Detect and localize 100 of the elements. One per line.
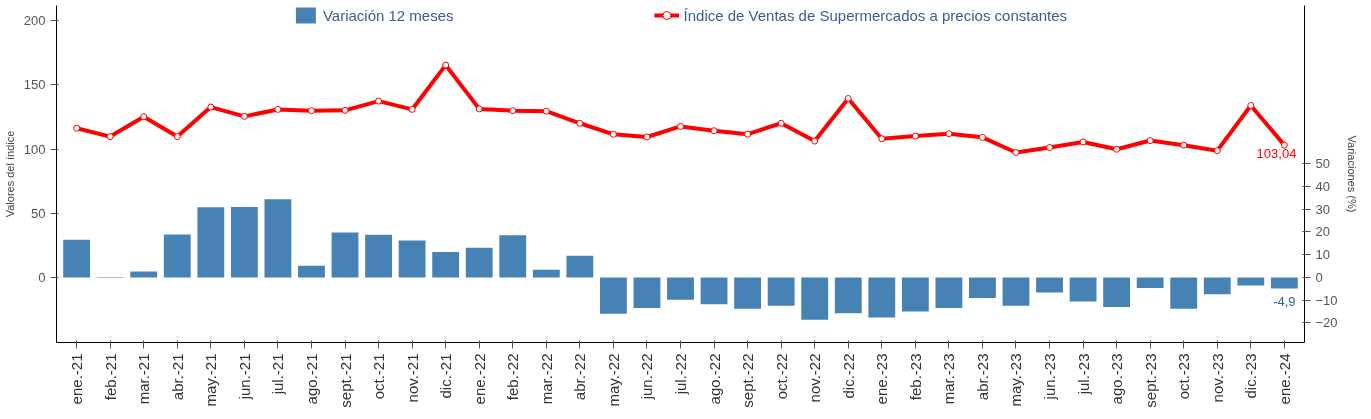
y2-tick-label: 50 <box>1315 156 1330 172</box>
x-tick-label: feb.-23 <box>906 353 924 401</box>
x-tick-label: oct.-23 <box>1175 353 1193 400</box>
x-tick-label: jul.-21 <box>269 353 287 396</box>
x-tick-label: sept.-22 <box>739 353 757 408</box>
x-tick-label: sept.-23 <box>1141 353 1159 408</box>
x-tick-label: feb.-22 <box>504 353 522 401</box>
point <box>911 132 919 140</box>
point <box>1180 141 1188 149</box>
bar <box>264 199 292 278</box>
x-tick-label: feb.-21 <box>101 353 119 401</box>
bar <box>465 247 493 278</box>
point <box>643 133 651 141</box>
y2-tick-label: 40 <box>1315 178 1330 194</box>
x-tick-label: dic.-21 <box>437 353 455 399</box>
bar <box>734 277 762 309</box>
y-tick-label: 150 <box>23 77 46 93</box>
point <box>1146 137 1154 145</box>
data-label: 103,04 <box>1256 146 1297 162</box>
x-tick-label: sept.-21 <box>336 353 354 408</box>
point <box>207 103 215 111</box>
point <box>73 124 81 132</box>
point <box>1113 145 1121 153</box>
bar <box>599 277 627 314</box>
x-tick-label: dic.-22 <box>839 353 857 399</box>
point <box>576 119 584 127</box>
x-tick-label: abr.-22 <box>571 353 589 401</box>
x-tick-label: abr.-21 <box>168 353 186 401</box>
bar <box>331 232 359 278</box>
point <box>542 107 550 115</box>
x-tick-label: ene.-23 <box>873 353 891 405</box>
x-tick-label: ago.-23 <box>1108 353 1126 405</box>
bar <box>1136 277 1164 288</box>
bar <box>700 277 728 305</box>
point <box>140 113 148 121</box>
point <box>475 105 483 113</box>
x-tick-label: jun.-21 <box>235 353 253 401</box>
bar <box>633 277 661 308</box>
bar <box>197 207 225 278</box>
point <box>375 97 383 105</box>
y2-tick-label: 10 <box>1315 247 1330 263</box>
point <box>1046 143 1054 151</box>
bar <box>801 277 829 320</box>
point <box>1280 141 1288 149</box>
bar <box>1170 277 1198 309</box>
point <box>442 61 450 69</box>
y2-tick-label: −10 <box>1315 292 1338 308</box>
bar <box>667 277 694 300</box>
bar <box>365 234 392 278</box>
x-tick-label: jul.-22 <box>672 353 689 396</box>
x-tick-label: ene.-24 <box>1275 353 1293 405</box>
y2-tick-label: 30 <box>1315 201 1330 217</box>
bar <box>901 277 929 312</box>
bar <box>566 255 594 278</box>
x-tick-label: may.-23 <box>1007 353 1025 407</box>
x-tick-label: may.-21 <box>202 353 220 407</box>
point <box>744 130 752 138</box>
bar <box>1069 277 1097 302</box>
x-tick-label: jul.-23 <box>1074 353 1092 396</box>
legend-label: Índice de Ventas de Supermercados a precios constantes <box>683 6 1068 24</box>
x-tick-label: ene.-22 <box>470 353 488 405</box>
bar <box>163 234 191 278</box>
point <box>1213 147 1221 155</box>
x-tick-label: ago.-21 <box>302 353 320 405</box>
bar <box>834 277 862 314</box>
x-tick-label: mar.-21 <box>135 353 153 405</box>
bar <box>1203 277 1231 295</box>
x-tick-label: mar.-22 <box>537 353 555 405</box>
point <box>1079 138 1087 146</box>
y2-tick-label: 0 <box>1315 269 1323 285</box>
point <box>341 106 349 114</box>
x-tick-label: oct.-21 <box>370 353 388 400</box>
point <box>274 105 282 113</box>
bar <box>767 277 795 306</box>
point <box>408 105 416 113</box>
point <box>1247 101 1255 109</box>
legend-label: Variación 12 meses <box>322 6 454 24</box>
bar <box>298 265 325 278</box>
bar <box>398 240 426 278</box>
point <box>106 133 114 141</box>
point <box>978 133 986 141</box>
point <box>677 122 684 130</box>
x-tick-label: jun.-22 <box>638 353 656 401</box>
point <box>878 135 886 143</box>
y-tick-label: 100 <box>23 141 46 157</box>
bar <box>1002 277 1030 306</box>
x-tick-label: jun.-23 <box>1041 353 1059 401</box>
bar <box>969 277 996 298</box>
x-tick-label: nov.-22 <box>806 353 824 403</box>
bar <box>1103 277 1131 307</box>
bar <box>935 277 963 308</box>
point <box>307 107 315 115</box>
bar <box>1036 277 1063 293</box>
bar <box>868 277 896 318</box>
bar <box>432 251 460 278</box>
y-tick-label: 0 <box>38 269 46 285</box>
bar <box>532 269 560 278</box>
x-tick-label: ago.-22 <box>705 353 723 405</box>
x-tick-label: nov.-21 <box>403 353 421 403</box>
x-tick-label: oct.-22 <box>772 353 790 400</box>
